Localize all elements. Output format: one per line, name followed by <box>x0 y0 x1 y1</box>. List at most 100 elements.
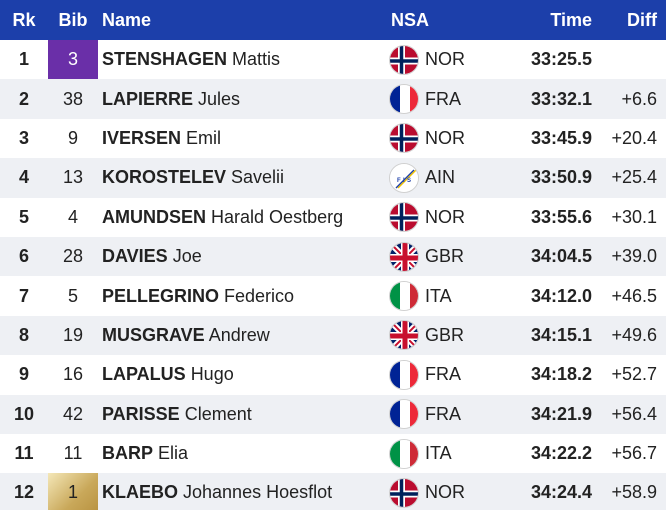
nsa-cell: FRA <box>387 359 497 390</box>
athlete-name-link[interactable]: KLAEBO Johannes Hoesflot <box>98 482 387 503</box>
nsa-cell: F I S AIN <box>387 162 497 193</box>
rank-cell: 10 <box>13 403 35 424</box>
time-cell: 34:15.1 <box>530 324 592 345</box>
table-row[interactable]: 9 16 LAPALUS Hugo FRA 34:18.2 +52.7 <box>0 355 666 394</box>
table-row[interactable]: 6 28 DAVIES Joe GBR 34:04.5 +39.0 <box>0 236 666 277</box>
athlete-firstname: Johannes Hoesflot <box>183 482 333 503</box>
athlete-name-link[interactable]: PELLEGRINO Federico <box>98 286 387 307</box>
nsa-code: ITA <box>425 285 452 306</box>
athlete-surname: DAVIES <box>102 246 168 267</box>
nsa-code: AIN <box>425 167 456 188</box>
athlete-firstname: Clement <box>184 403 252 424</box>
bib-cell: 9 <box>67 127 78 148</box>
rank-cell: 1 <box>18 49 29 70</box>
header-nsa[interactable]: NSA <box>391 9 430 30</box>
nsa-code: GBR <box>425 324 465 345</box>
athlete-surname: STENSHAGEN <box>102 49 228 70</box>
svg-text:I: I <box>403 178 405 184</box>
athlete-surname: PELLEGRINO <box>102 285 220 306</box>
table-row[interactable]: 3 9 IVERSEN Emil NOR 33:45.9 +20.4 <box>0 119 666 158</box>
bib-cell: 3 <box>48 40 98 80</box>
rank-cell: 12 <box>13 482 35 503</box>
nsa-code: GBR <box>425 246 465 267</box>
bib-cell: 19 <box>62 324 84 345</box>
table-row[interactable]: 5 4 AMUNDSEN Harald Oestberg NOR 33:55.6 +30.… <box>0 198 666 237</box>
athlete-name-link[interactable]: LAPIERRE Jules <box>98 89 387 110</box>
header-rank[interactable]: Rk <box>12 9 36 30</box>
athlete-name-link[interactable]: KOROSTELEV Savelii <box>98 167 387 188</box>
athlete-surname: BARP <box>102 443 154 464</box>
time-cell: 34:22.2 <box>530 443 592 464</box>
bib-cell: 5 <box>67 285 78 306</box>
nsa-cell: ITA <box>387 438 497 469</box>
norway-flag-icon <box>389 123 419 154</box>
rank-cell: 4 <box>18 167 29 188</box>
header-diff[interactable]: Diff <box>627 9 657 30</box>
athlete-name-link[interactable]: LAPALUS Hugo <box>98 364 387 385</box>
bib-cell: 1 <box>48 473 98 510</box>
diff-cell: +46.5 <box>611 285 657 306</box>
header-time[interactable]: Time <box>550 9 592 30</box>
athlete-name-link[interactable]: AMUNDSEN Harald Oestberg <box>98 207 387 228</box>
athlete-name-link[interactable]: PARISSE Clement <box>98 404 387 425</box>
nsa-cell: FRA <box>387 399 497 430</box>
diff-cell: +30.1 <box>611 206 657 227</box>
bib-cell: 42 <box>62 403 84 424</box>
bib-cell: 38 <box>62 88 84 109</box>
table-row[interactable]: 12 1 KLAEBO Johannes Hoesflot NOR 34:24.4 +58… <box>0 473 666 510</box>
time-cell: 34:21.9 <box>530 403 592 424</box>
rank-cell: 8 <box>18 324 29 345</box>
table-row[interactable]: 8 19 MUSGRAVE Andrew GBR 34:15.1 +49.6 <box>0 315 666 356</box>
norway-flag-icon <box>389 477 419 508</box>
athlete-name-link[interactable]: STENSHAGEN Mattis <box>98 49 387 70</box>
athlete-name-link[interactable]: DAVIES Joe <box>98 246 387 267</box>
diff-cell: +49.6 <box>611 324 657 345</box>
rank-cell: 2 <box>18 88 29 109</box>
time-cell: 34:12.0 <box>530 285 592 306</box>
nsa-cell: NOR <box>387 202 497 233</box>
svg-text:F: F <box>397 178 401 184</box>
athlete-name-link[interactable]: IVERSEN Emil <box>98 128 387 149</box>
diff-cell: +56.4 <box>611 403 657 424</box>
nsa-code: NOR <box>425 127 465 148</box>
diff-cell: +20.4 <box>611 127 657 148</box>
athlete-surname: LAPALUS <box>102 364 186 385</box>
athlete-name-link[interactable]: MUSGRAVE Andrew <box>98 325 387 346</box>
diff-cell: +25.4 <box>611 167 657 188</box>
athlete-name-link[interactable]: BARP Elia <box>98 443 387 464</box>
table-row[interactable]: 7 5 PELLEGRINO Federico ITA 34:12.0 +46.5 <box>0 276 666 315</box>
nsa-code: FRA <box>425 88 461 109</box>
norway-flag-icon <box>389 202 419 233</box>
athlete-surname: AMUNDSEN <box>102 206 207 227</box>
nsa-code: ITA <box>425 443 452 464</box>
athlete-firstname: Hugo <box>190 364 234 385</box>
table-row[interactable]: 1 3 STENSHAGEN Mattis NOR 33:25.5 <box>0 40 666 80</box>
bib-cell: 11 <box>63 443 83 464</box>
uk-flag-icon <box>389 320 419 351</box>
france-flag-icon <box>389 359 419 390</box>
norway-flag-icon <box>389 44 419 75</box>
athlete-firstname: Savelii <box>231 167 285 188</box>
rank-cell: 3 <box>18 127 29 148</box>
table-row[interactable]: 2 38 LAPIERRE Jules FRA 33:32.1 +6.6 <box>0 79 666 119</box>
athlete-firstname: Joe <box>172 246 202 267</box>
nsa-cell: FRA <box>387 84 497 115</box>
time-cell: 34:18.2 <box>530 364 592 385</box>
bib-cell: 4 <box>67 206 78 227</box>
header-bib[interactable]: Bib <box>58 9 88 30</box>
time-cell: 34:04.5 <box>530 246 592 267</box>
nsa-cell: ITA <box>387 281 497 312</box>
table-row[interactable]: 11 11 BARP Elia ITA 34:22.2 +56.7 <box>0 434 666 473</box>
nsa-cell: NOR <box>387 44 497 75</box>
athlete-firstname: Harald Oestberg <box>211 206 344 227</box>
diff-cell: +6.6 <box>621 88 657 109</box>
table-row[interactable]: 10 42 PARISSE Clement FRA 34:21.9 +56.4 <box>0 394 666 434</box>
athlete-firstname: Mattis <box>232 49 281 70</box>
header-name[interactable]: Name <box>102 9 152 30</box>
rank-cell: 11 <box>14 443 34 464</box>
italy-flag-icon <box>389 438 419 469</box>
uk-flag-icon <box>389 241 419 272</box>
france-flag-icon <box>389 84 419 115</box>
table-row[interactable]: 4 13 KOROSTELEV Savelii F I S AIN 33:50.9 +25.4 <box>0 158 666 198</box>
